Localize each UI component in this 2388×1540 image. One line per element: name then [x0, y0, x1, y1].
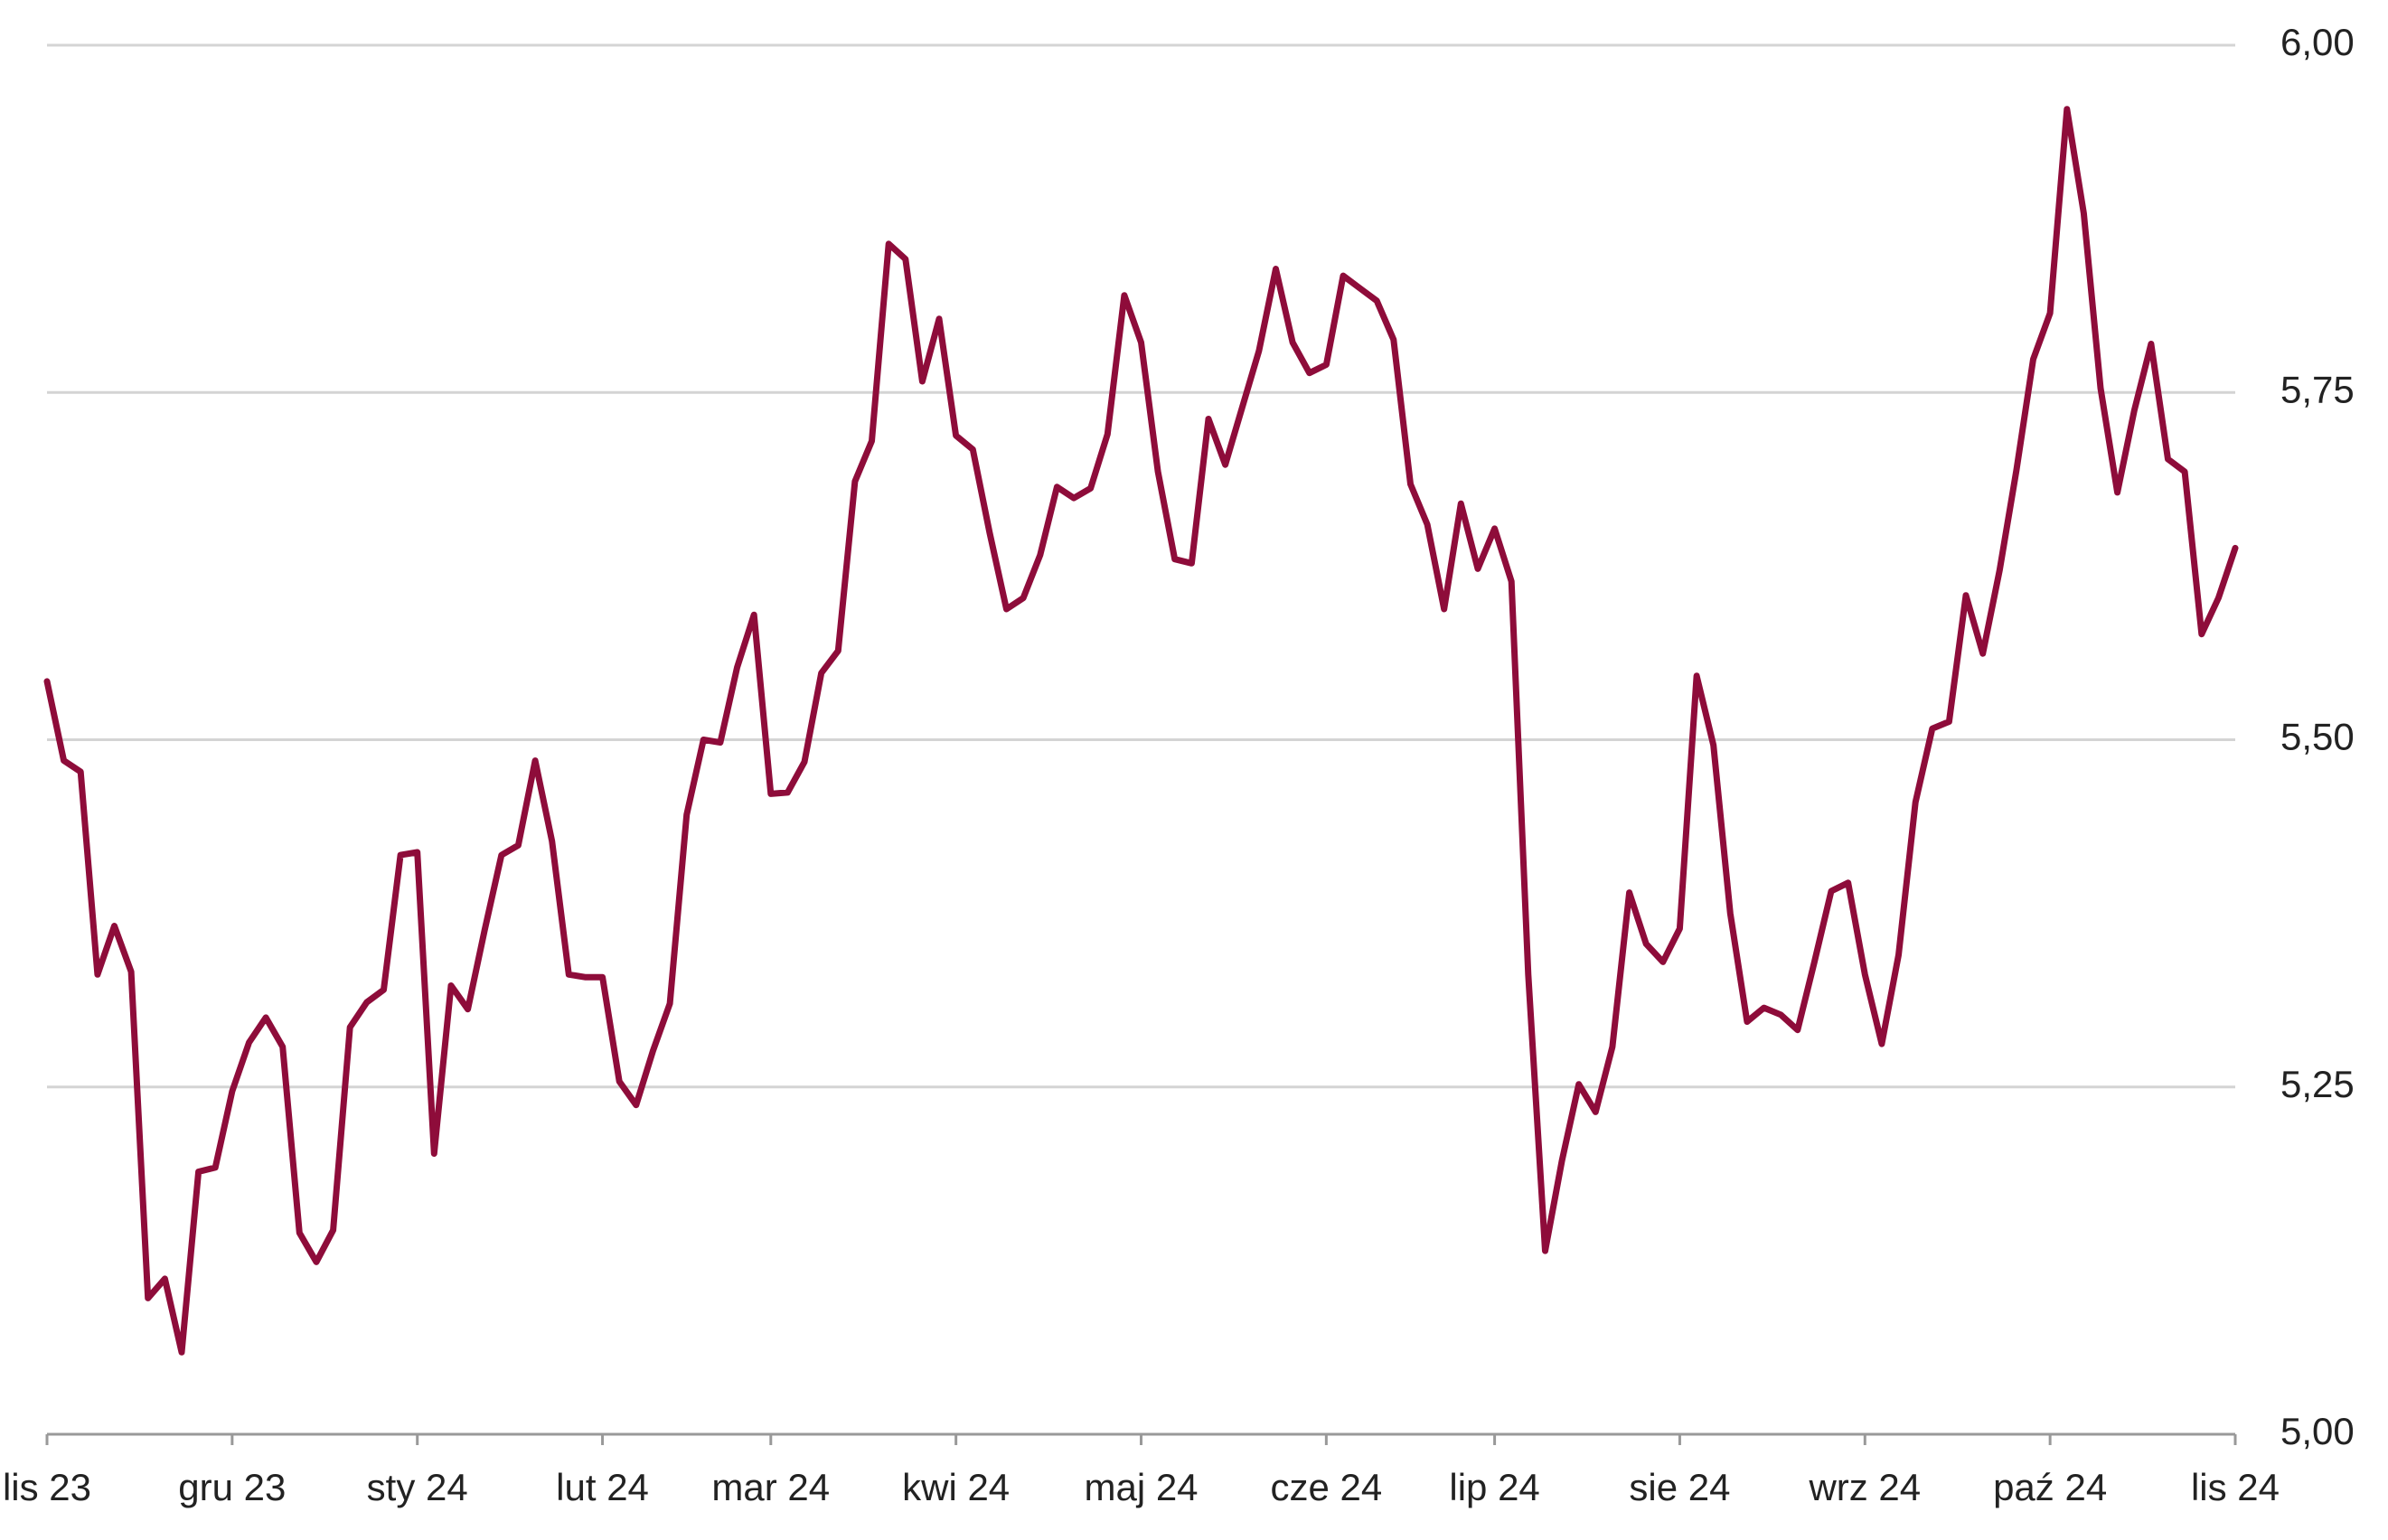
- x-tick-label: maj 24: [1084, 1466, 1198, 1508]
- y-tick-label: 5,50: [2280, 716, 2355, 758]
- y-tick-label: 5,75: [2280, 368, 2355, 410]
- y-tick-label: 6,00: [2280, 21, 2355, 63]
- x-tick-label: cze 24: [1270, 1466, 1382, 1508]
- y-tick-label: 5,00: [2280, 1410, 2355, 1452]
- x-tick-label: lut 24: [556, 1466, 649, 1508]
- x-tick-label: sty 24: [367, 1466, 468, 1508]
- x-tick-label: lip 24: [1449, 1466, 1539, 1508]
- x-tick-label: paź 24: [1993, 1466, 2107, 1508]
- x-tick-label: mar 24: [711, 1466, 830, 1508]
- x-tick-label: sie 24: [1629, 1466, 1730, 1508]
- x-tick-label: kwi 24: [902, 1466, 1010, 1508]
- x-tick-label: wrz 24: [1808, 1466, 1921, 1508]
- y-tick-label: 5,25: [2280, 1063, 2355, 1105]
- data-line: [43, 106, 2239, 1356]
- x-tick-label: lis 24: [2191, 1466, 2280, 1508]
- x-tick-label: lis 23: [3, 1466, 91, 1508]
- x-tick-label: gru 23: [178, 1466, 286, 1508]
